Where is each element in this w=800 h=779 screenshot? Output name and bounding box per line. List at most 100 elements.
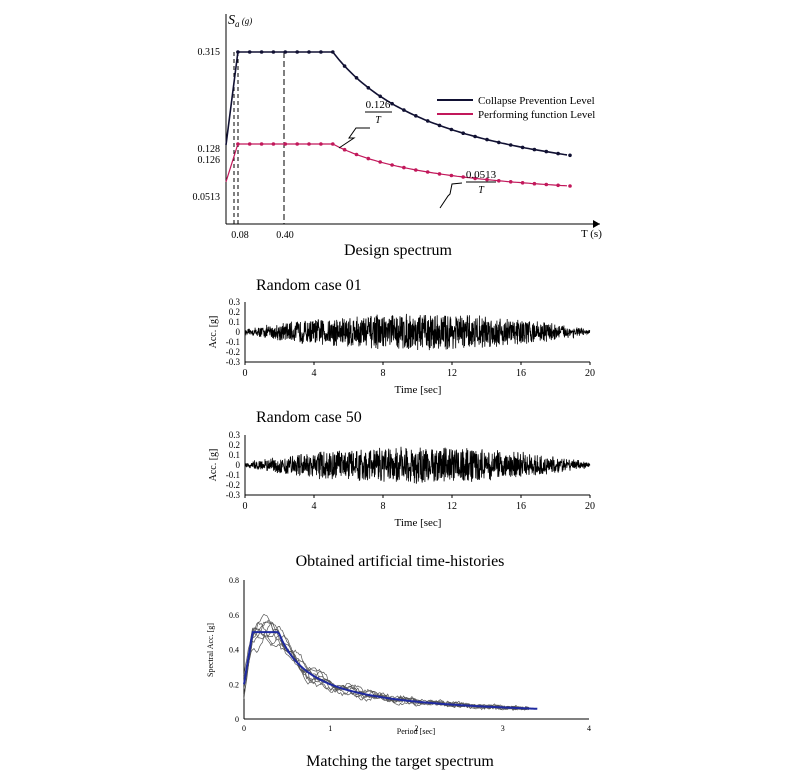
caption-time-histories: Obtained artificial time-histories [296, 553, 505, 570]
ds-marker [402, 108, 406, 112]
ds-legend: Collapse Prevention Level Performing fun… [437, 95, 595, 121]
ds-marker [556, 151, 560, 156]
ts1-x-label: Time [sec] [395, 384, 442, 396]
y-tick-label: 0.1 [229, 317, 240, 327]
ds-markers [236, 50, 572, 188]
ds-marker [295, 142, 300, 146]
x-tick-label: 3 [501, 724, 505, 733]
ds-marker [402, 165, 406, 170]
annotation-denominator: T [375, 115, 382, 126]
x-tick-label: 16 [516, 501, 526, 512]
ds-marker [247, 50, 252, 54]
ds-marker [236, 50, 240, 54]
ds-marker [485, 177, 489, 182]
caption-design-spectrum: Design spectrum [344, 242, 453, 259]
sample-spectrum-line [243, 627, 529, 711]
y-tick-label: 0 [236, 460, 241, 470]
ds-marker [449, 173, 454, 178]
legend-label-performing: Performing function Level [478, 109, 595, 121]
ds-marker [520, 145, 525, 150]
ds-x-tick: 0.40 [276, 230, 294, 241]
ds-marker [366, 156, 371, 161]
y-tick-label: -0.2 [226, 480, 240, 490]
ds-marker [271, 50, 276, 54]
y-tick-label: -0.1 [226, 337, 240, 347]
acceleration-trace [244, 313, 591, 351]
target-spectrum-line [243, 631, 538, 710]
ds-marker [414, 168, 418, 172]
ds-marker [473, 134, 477, 139]
ds-y-tick: 0.0513 [193, 192, 221, 203]
chart-title: Random case 50 [256, 409, 362, 426]
ds-marker [485, 137, 489, 142]
x-tick-label: 8 [381, 368, 386, 379]
x-tick-label: 20 [585, 368, 595, 379]
y-tick-label: 0.2 [229, 307, 240, 317]
ds-y-label: Sa (g) [228, 13, 252, 29]
ds-marker [331, 50, 335, 54]
ds-marker [461, 175, 466, 179]
ds-marker [271, 142, 276, 146]
ts2-ticks: 0 4 8 12 16 200.30.20.10-0.1-0.2-0.3 [226, 430, 595, 512]
ds-y-tick: 0.315 [198, 47, 221, 58]
ms-x-label: Period [sec] [397, 727, 436, 736]
ds-y-tick: 0.128 [198, 144, 221, 155]
ds-marker [283, 50, 288, 54]
ds-marker [449, 127, 454, 132]
design-spectrum-chart: Sa (g) T (s) 0.315 0.128 0.126 0.0513 0.… [193, 13, 603, 259]
annotation-numerator: 0.126 [366, 99, 391, 111]
y-tick-label: -0.3 [226, 490, 241, 500]
ds-marker [378, 160, 383, 164]
x-tick-label: 20 [585, 501, 595, 512]
performing-function-line [225, 143, 568, 187]
y-tick-label: 0.8 [229, 576, 239, 585]
x-tick-label: 8 [381, 501, 386, 512]
ds-marker [342, 64, 347, 68]
ds-marker [236, 142, 240, 146]
y-tick-label: -0.1 [226, 470, 240, 480]
annotation-leader [338, 127, 370, 149]
x-tick-label: 12 [447, 501, 457, 512]
ds-marker [508, 143, 513, 147]
y-tick-label: 0.2 [229, 680, 239, 689]
ds-marker [497, 140, 501, 145]
ds-x-tick: 0.08 [231, 230, 249, 241]
annotation-leader [439, 182, 463, 209]
ds-marker [461, 131, 466, 135]
ms-sample-spectra [243, 613, 529, 711]
ds-marker [366, 86, 371, 90]
ts1-ticks: 0 4 8 12 16 200.30.20.10-0.1-0.2-0.3 [226, 297, 595, 379]
ds-annotation-performing: 0.0513 T [439, 169, 497, 209]
x-tick-label: 2 [415, 724, 419, 733]
y-tick-label: -0.3 [226, 357, 241, 367]
ds-marker [497, 179, 501, 183]
ds-marker [544, 149, 549, 154]
chart-title: Random case 01 [256, 277, 362, 294]
ds-marker [437, 123, 442, 128]
x-tick-label: 16 [516, 368, 526, 379]
annotation-numerator: 0.0513 [466, 169, 497, 181]
x-tick-label: 4 [312, 501, 317, 512]
matching-spectrum-chart: 0 1 2 3 4 0.8 0.6 0.4 0.2 0 Spectral Acc. [g] Per… [206, 576, 591, 736]
acceleration-trace [244, 446, 591, 484]
x-tick-label: 4 [312, 368, 317, 379]
ds-y-tick: 0.126 [198, 155, 221, 166]
ts1-y-label: Acc. [g] [208, 316, 219, 349]
ds-x-arrow [593, 220, 600, 228]
ds-marker [414, 114, 418, 118]
ds-marker [425, 119, 430, 123]
legend-label-collapse: Collapse Prevention Level [478, 95, 595, 107]
ds-marker [295, 50, 300, 54]
ds-marker [342, 147, 347, 152]
y-tick-label: 0 [236, 327, 241, 337]
ms-ticks: 0 1 2 3 4 0.8 0.6 0.4 0.2 0 [229, 576, 591, 733]
ds-marker [473, 176, 477, 181]
y-tick-label: 0.6 [229, 611, 239, 620]
annotation-denominator: T [478, 185, 485, 196]
ds-marker [319, 142, 323, 146]
x-tick-label: 1 [328, 724, 332, 733]
ds-marker [354, 76, 359, 80]
y-tick-label: 0.1 [229, 450, 240, 460]
ms-y-label: Spectral Acc. [g] [206, 623, 215, 677]
